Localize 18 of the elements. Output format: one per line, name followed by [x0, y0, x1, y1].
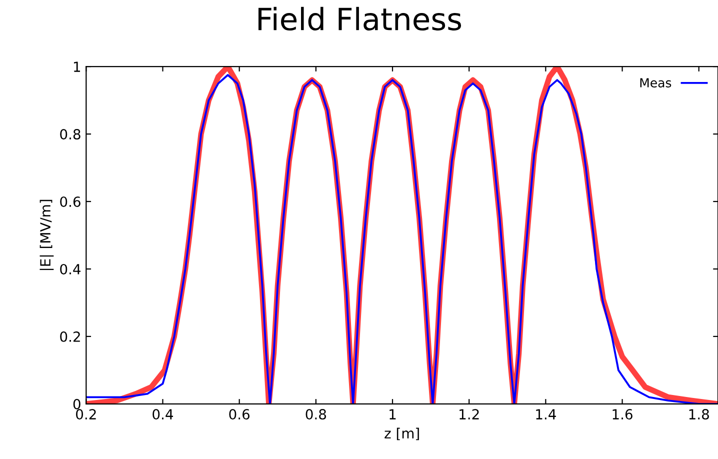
- x-tick-label: 0.6: [229, 409, 250, 420]
- x-tick-label: 1.4: [536, 409, 556, 420]
- y-tick-label: 0.6: [60, 196, 80, 207]
- chart-title: Field Flatness: [258, 6, 462, 31]
- x-tick-label: 0.4: [152, 409, 174, 420]
- x-tick-label: 1.8: [689, 409, 709, 420]
- x-tick-label: 0.8: [306, 409, 326, 420]
- x-tick-label: 1.6: [612, 409, 632, 420]
- y-tick-label: 0.4: [60, 264, 81, 274]
- y-tick-label: 0.8: [60, 128, 80, 140]
- x-tick-label: 1: [390, 409, 396, 420]
- x-tick-label: 1.2: [460, 409, 479, 420]
- x-axis-title: z [m]: [384, 428, 419, 440]
- y-axis-title: |E| [MV/m]: [40, 200, 54, 270]
- legend-label: Meas: [640, 78, 672, 88]
- y-tick-label: 0: [73, 398, 80, 410]
- y-tick-label: 0.2: [60, 331, 80, 342]
- y-tick-label: 1: [74, 62, 80, 72]
